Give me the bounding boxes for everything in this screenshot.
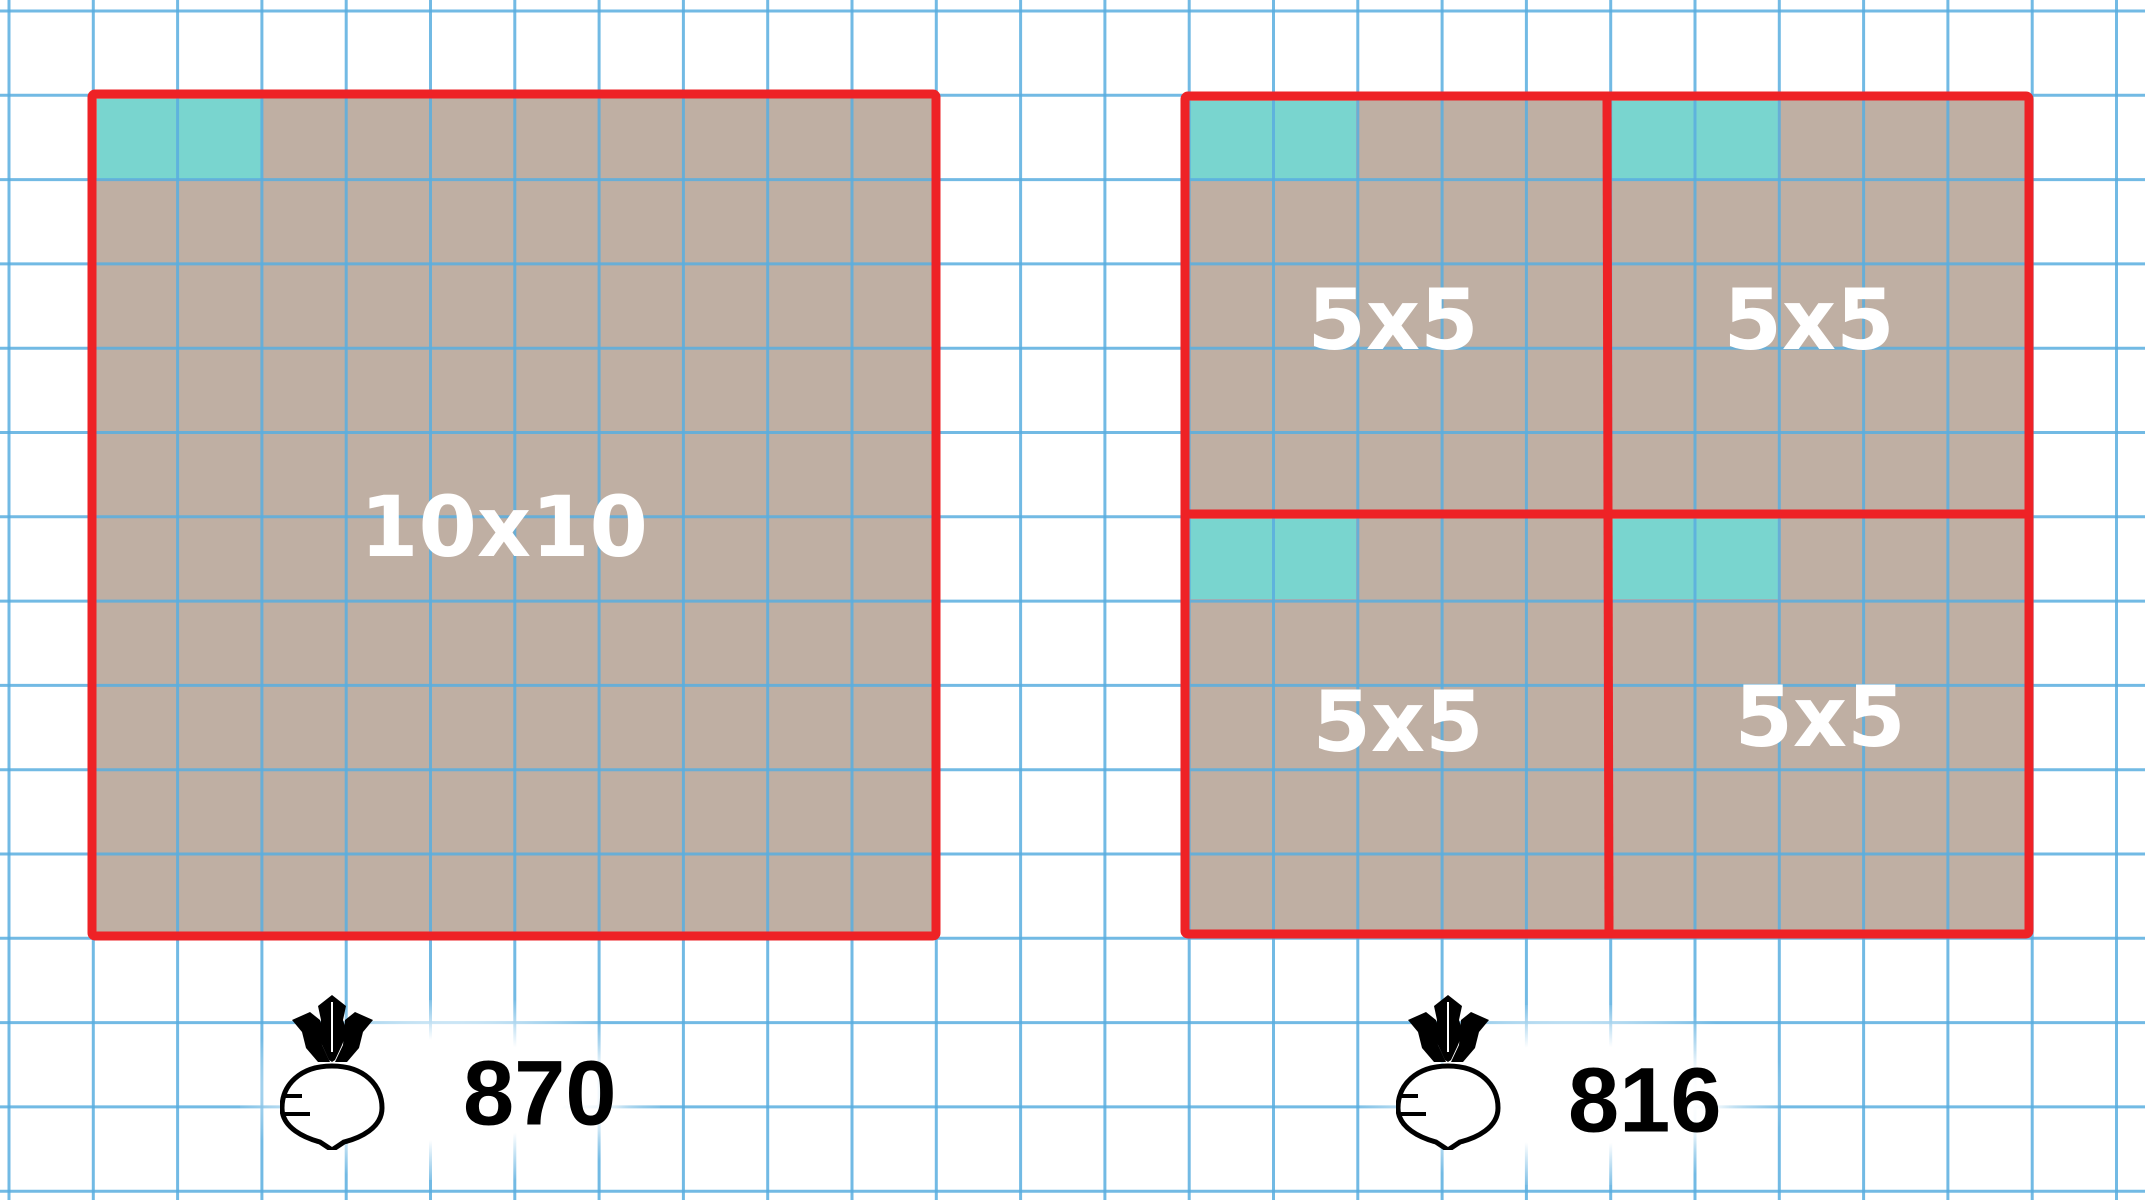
large-square-border bbox=[87, 89, 941, 941]
left-cost: 870 bbox=[463, 1042, 617, 1145]
large-square-label: 10x10 bbox=[360, 478, 648, 576]
quadrant-label-top-right: 5x5 bbox=[1723, 271, 1895, 369]
turnip-icon bbox=[1396, 990, 1501, 1150]
quadrant-label-bottom-left: 5x5 bbox=[1312, 673, 1484, 771]
highlight-cell bbox=[97, 99, 263, 179]
right-cost: 816 bbox=[1568, 1049, 1722, 1152]
quadrant-label-top-left: 5x5 bbox=[1307, 271, 1479, 369]
quadrant-label-bottom-right: 5x5 bbox=[1734, 668, 1906, 766]
turnip-icon bbox=[280, 990, 385, 1150]
